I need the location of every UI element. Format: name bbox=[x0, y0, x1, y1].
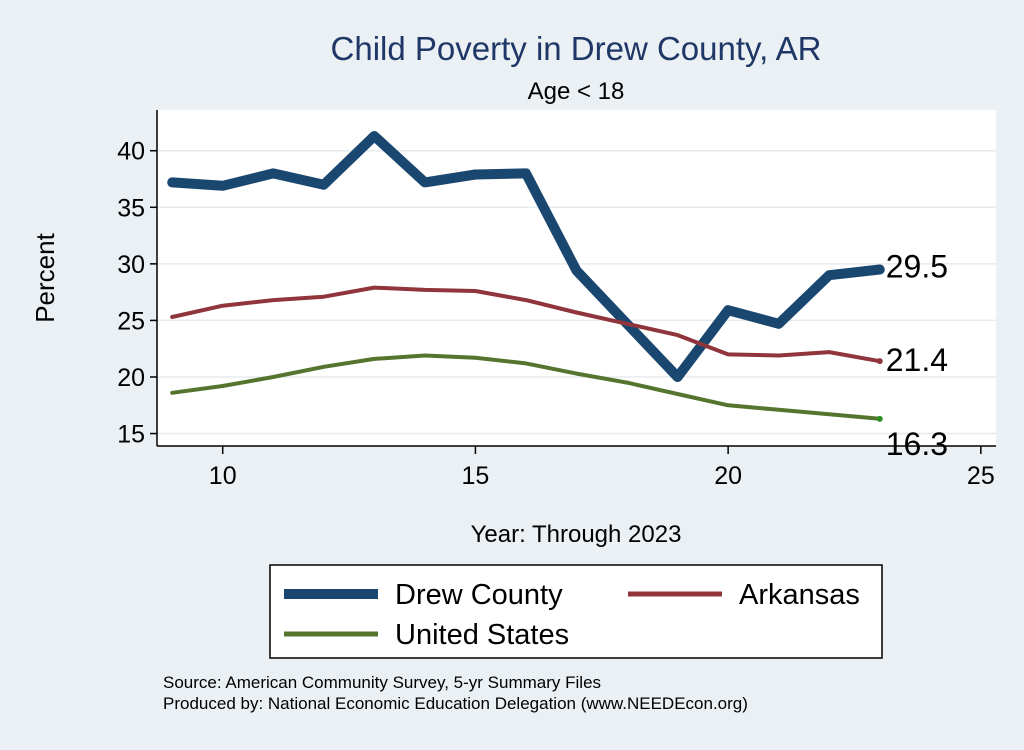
series-lines bbox=[167, 131, 885, 421]
end-value-label: 29.5 bbox=[886, 249, 948, 285]
chart-title: Child Poverty in Drew County, AR bbox=[331, 30, 822, 67]
y-tick-label: 25 bbox=[117, 307, 145, 335]
grid bbox=[157, 149, 996, 435]
x-axis: 10 15 20 25 bbox=[157, 445, 996, 490]
y-tick-label: 15 bbox=[117, 421, 145, 449]
plot-area bbox=[157, 110, 996, 446]
y-tick-label: 35 bbox=[117, 194, 145, 222]
y-axis-title: Percent bbox=[30, 232, 60, 322]
end-value-label: 16.3 bbox=[886, 426, 948, 462]
x-axis-title: Year: Through 2023 bbox=[471, 521, 682, 548]
end-point-marker bbox=[876, 358, 883, 365]
series-line-drew-county bbox=[167, 131, 885, 382]
x-tick-label: 10 bbox=[209, 462, 237, 490]
end-point-marker bbox=[876, 415, 883, 422]
end-value-label: 21.4 bbox=[886, 342, 948, 378]
x-tick-label: 15 bbox=[462, 462, 490, 490]
producer-note: Produced by: National Economic Education… bbox=[163, 694, 748, 713]
y-tick-label: 30 bbox=[117, 251, 145, 279]
y-axis: 15 20 25 30 35 40 bbox=[117, 110, 158, 449]
series-line-arkansas bbox=[170, 285, 882, 364]
legend-label-drew-county: Drew County bbox=[395, 579, 563, 611]
y-tick-label: 40 bbox=[117, 138, 145, 166]
series-line-united-states bbox=[170, 353, 882, 421]
legend: Drew County Arkansas United States bbox=[284, 579, 860, 651]
chart-subtitle: Age < 18 bbox=[528, 78, 625, 105]
legend-label-arkansas: Arkansas bbox=[739, 579, 860, 611]
legend-box bbox=[269, 564, 883, 659]
x-tick-label: 20 bbox=[714, 462, 742, 490]
x-tick-label: 25 bbox=[967, 462, 995, 490]
legend-label-united-states: United States bbox=[395, 619, 569, 651]
y-tick-label: 20 bbox=[117, 364, 145, 392]
end-labels: 29.5 21.4 16.3 bbox=[876, 249, 948, 462]
end-point-marker bbox=[876, 266, 883, 273]
source-note: Source: American Community Survey, 5-yr … bbox=[163, 673, 601, 692]
